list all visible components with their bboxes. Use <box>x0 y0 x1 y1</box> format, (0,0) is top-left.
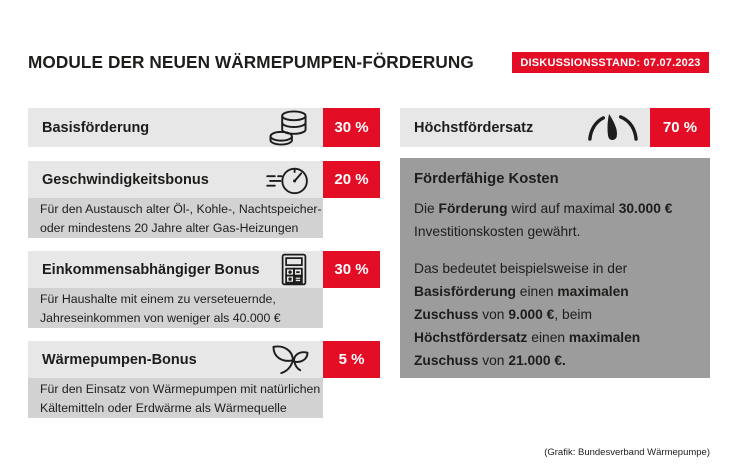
description-line: oder mindestens 20 Jahre alter Gas-Heizu… <box>40 221 299 235</box>
module-value-badge: 30 % <box>323 108 380 147</box>
module-band: Basisförderung <box>28 108 323 147</box>
coins-icon <box>267 109 311 146</box>
module-description: Für Haushalte mit einem zu verseteuernde… <box>28 288 323 328</box>
module-value-badge: 20 % <box>323 161 380 198</box>
gauge-icon <box>586 112 638 143</box>
module-band: Einkommensabhängiger Bonus <box>28 251 323 288</box>
status-badge: DISKUSSIONSSTAND: 07.07.2023 <box>512 52 709 73</box>
description-line: Für Haushalte mit einem zu verseteuernde… <box>40 292 276 306</box>
max-rate-value-badge: 70 % <box>650 108 710 147</box>
speedometer-icon <box>265 163 311 197</box>
max-rate-row: Höchstfördersatz 70 % <box>400 108 710 147</box>
info-box-title: Förderfähige Kosten <box>414 171 559 187</box>
description-line: Kältemitteln oder Erdwärme als Wärmequel… <box>40 401 287 415</box>
max-rate-band: Höchstfördersatz <box>400 108 650 147</box>
page-title: MODULE DER NEUEN WÄRMEPUMPEN-FÖRDERUNG <box>28 52 474 72</box>
info-paragraph-1: Die Förderung wird auf maximal 30.000 € I… <box>414 201 673 239</box>
module-label: Basisförderung <box>42 119 150 136</box>
description-line: Jahreseinkommen von weniger als 40.000 € <box>40 311 281 325</box>
module-label: Wärmepumpen-Bonus <box>42 351 197 368</box>
module-row-geschwindigkeitsbonus: Geschwindigkeitsbonus 20 % <box>28 161 380 198</box>
info-paragraph-2: Das bedeutet beispielsweise in der Basisf… <box>414 261 641 368</box>
source-credit: (Grafik: Bundesverband Wärmepumpe) <box>544 447 710 458</box>
eligible-costs-box: Förderfähige Kosten Die Förderung wird a… <box>400 158 710 378</box>
module-row-einkommensbonus: Einkommensabhängiger Bonus 30 % <box>28 251 380 288</box>
calculator-icon <box>277 252 311 287</box>
max-rate-label: Höchstfördersatz <box>414 119 534 136</box>
description-line: Für den Austausch alter Öl-, Kohle-, Nac… <box>40 202 322 216</box>
module-band: Wärmepumpen-Bonus <box>28 341 323 378</box>
module-band: Geschwindigkeitsbonus <box>28 161 323 198</box>
module-label: Einkommensabhängiger Bonus <box>42 261 260 278</box>
module-label: Geschwindigkeitsbonus <box>42 171 209 188</box>
module-description: Für den Einsatz von Wärmepumpen mit natü… <box>28 378 323 418</box>
module-row-waermepumpen-bonus: Wärmepumpen-Bonus 5 % <box>28 341 380 378</box>
module-value-badge: 30 % <box>323 251 380 288</box>
module-description: Für den Austausch alter Öl-, Kohle-, Nac… <box>28 198 323 238</box>
leaf-icon <box>267 342 311 377</box>
module-value-badge: 5 % <box>323 341 380 378</box>
module-row-basisfoerderung: Basisförderung 30 % <box>28 108 380 147</box>
description-line: Für den Einsatz von Wärmepumpen mit natü… <box>40 382 321 396</box>
